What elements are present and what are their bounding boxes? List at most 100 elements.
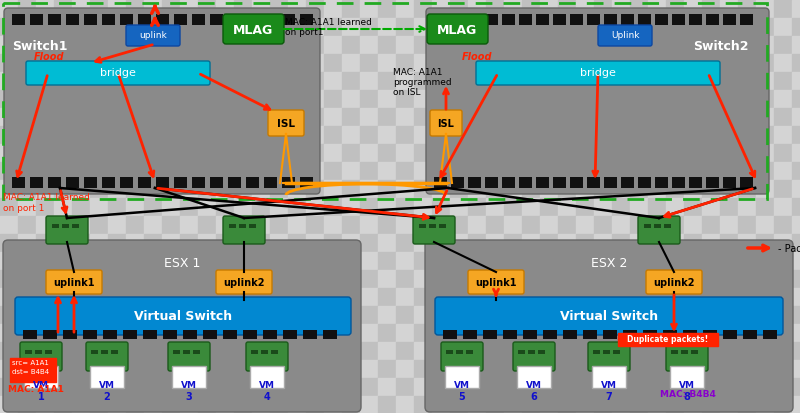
Bar [252,306,270,324]
Bar [360,180,378,198]
Bar [756,234,774,252]
Bar [108,180,126,198]
Bar [342,378,360,396]
Bar [594,252,612,270]
Bar [173,350,180,354]
Bar [288,18,306,36]
Bar [540,288,558,306]
Bar [720,90,738,108]
Bar [183,350,190,354]
Bar [671,350,678,354]
Bar [486,0,504,18]
Bar [587,177,600,188]
Bar [792,396,800,413]
Bar [54,270,72,288]
Bar [792,252,800,270]
Bar [432,306,450,324]
Bar [120,14,133,25]
Bar [324,252,342,270]
Bar [558,396,576,413]
Bar [126,180,144,198]
Bar [252,180,270,198]
Bar [378,162,396,180]
Bar [198,378,216,396]
Bar [306,216,324,234]
Bar [18,198,36,216]
Bar [252,252,270,270]
Bar [414,36,432,54]
Bar [774,108,792,126]
Bar [180,342,198,360]
Bar [576,270,594,288]
Text: 7: 7 [606,392,612,402]
Bar [522,18,540,36]
Bar [774,198,792,216]
Bar [252,288,270,306]
Bar [504,306,522,324]
Bar [720,252,738,270]
Bar [72,396,90,413]
Bar [264,14,277,25]
Bar [540,324,558,342]
Bar [558,18,576,36]
Bar [612,108,630,126]
Bar [108,108,126,126]
Bar [216,306,234,324]
Bar [540,144,558,162]
Bar [756,198,774,216]
Bar [689,177,702,188]
Bar [792,216,800,234]
Bar [126,198,144,216]
Bar [594,144,612,162]
Bar [612,306,630,324]
Bar [522,270,540,288]
Bar [360,0,378,18]
Bar [216,378,234,396]
Text: ESX 1: ESX 1 [164,257,200,270]
Bar [684,162,702,180]
Bar [90,324,108,342]
Bar [603,330,617,339]
Bar [54,342,72,360]
Bar [522,288,540,306]
Bar [198,198,216,216]
Bar [630,378,648,396]
Text: VM: VM [526,380,542,389]
Bar [270,36,288,54]
Bar [443,330,457,339]
Bar [36,54,54,72]
Bar [630,270,648,288]
Bar [36,90,54,108]
Bar [144,216,162,234]
Text: ISL: ISL [277,119,295,129]
Bar [630,396,648,413]
Bar [702,108,720,126]
Bar [84,177,97,188]
Bar [144,144,162,162]
Bar [126,144,144,162]
Bar [702,288,720,306]
Bar [162,126,180,144]
Bar [396,198,414,216]
Bar [324,0,342,18]
Bar [720,36,738,54]
Bar [270,216,288,234]
Bar [144,180,162,198]
Bar [450,180,468,198]
Bar [234,216,252,234]
Bar [126,288,144,306]
Bar [450,378,468,396]
Bar [792,90,800,108]
Bar [90,90,108,108]
Bar [324,216,342,234]
Bar [553,14,566,25]
Bar [655,177,668,188]
Bar [252,234,270,252]
Bar [216,0,234,18]
Bar [684,378,702,396]
Bar [740,177,753,188]
Bar [738,54,756,72]
Bar [198,252,216,270]
Bar [618,333,718,346]
Bar [570,14,583,25]
